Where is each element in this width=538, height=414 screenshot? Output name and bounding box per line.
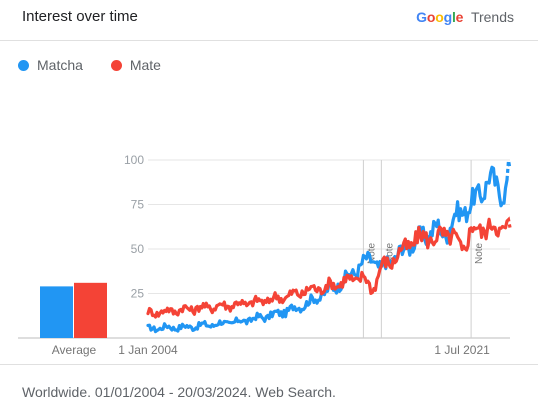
legend-label-mate: Mate xyxy=(129,57,161,73)
trend-chart: 25 50 75 100 Note Note Note 1 Jan 2004 1 Jul 202… xyxy=(18,153,512,357)
note-label: Note xyxy=(366,242,377,264)
legend-item-mate[interactable]: Mate xyxy=(110,57,161,73)
legend-item-matcha[interactable]: Matcha xyxy=(18,57,83,73)
footer-text: Worldwide. 01/01/2004 - 20/03/2024. Web … xyxy=(22,384,336,400)
legend-dot-mate xyxy=(110,59,122,71)
legend-dot-matcha xyxy=(18,59,29,71)
google-trends-logo: Google Trends xyxy=(416,9,514,25)
chart-header: Interest over time Google Trends xyxy=(0,0,538,41)
y-tick-label: 100 xyxy=(124,153,144,167)
average-bar-mate xyxy=(74,282,107,338)
series-partial-matcha xyxy=(505,160,512,181)
chart-footer: Worldwide. 01/01/2004 - 20/03/2024. Web … xyxy=(0,364,538,414)
y-tick-label: 75 xyxy=(131,198,145,212)
brand-word: Google xyxy=(416,9,464,25)
y-tick-label: 50 xyxy=(131,242,145,256)
series-line-matcha xyxy=(146,165,509,334)
series-line-mate xyxy=(146,217,509,319)
brand-product: Trends xyxy=(470,9,514,25)
note-label: Note xyxy=(474,242,485,264)
note-label: Note xyxy=(384,242,395,264)
average-label: Average xyxy=(52,343,97,357)
x-tick-label: 1 Jul 2021 xyxy=(434,343,490,357)
chart-title: Interest over time xyxy=(22,8,138,25)
x-tick-label: 1 Jan 2004 xyxy=(118,343,178,357)
y-tick-label: 25 xyxy=(131,287,145,301)
average-bar-matcha xyxy=(40,286,73,338)
chart-legend: Matcha Mate xyxy=(18,57,185,74)
series-partial-mate xyxy=(505,216,512,228)
legend-label-matcha: Matcha xyxy=(37,57,83,73)
